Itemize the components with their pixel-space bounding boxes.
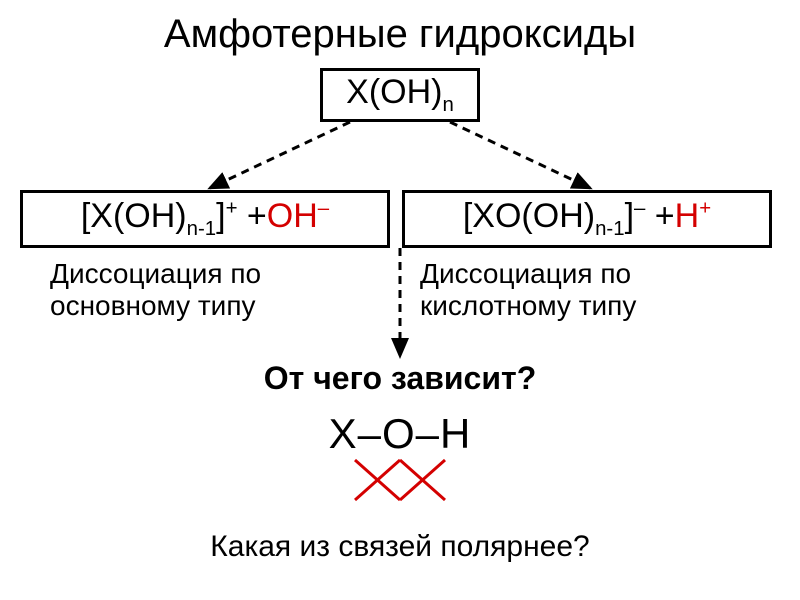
right-formula-box: [XO(OH)n-1]– +H+ [402, 190, 772, 248]
lf-open: [ [81, 197, 90, 235]
lf-ion: OH [267, 197, 318, 235]
lf-plus: + [237, 197, 266, 235]
cross-icon [355, 460, 445, 500]
arrow-left [210, 122, 350, 188]
arrow-right [450, 122, 590, 188]
rf-open: [ [463, 197, 472, 235]
lf-body: X(OH) [90, 197, 186, 235]
top-formula-box: X(OH)n [320, 68, 480, 122]
left-formula-box: [X(OH)n-1]+ +OH– [20, 190, 390, 248]
caption-right-line2: кислотному типу [420, 290, 636, 321]
xoh-formula: X–O–H [0, 410, 800, 458]
lf-close: ] [216, 197, 225, 235]
lf-ion-sup: – [318, 198, 329, 220]
rf-ion: H [675, 197, 700, 235]
lf-sup: + [226, 198, 238, 220]
right-formula: [XO(OH)n-1]– +H+ [463, 197, 711, 241]
caption-right-line1: Диссоциация по [420, 258, 631, 289]
rf-body: XO(OH) [472, 197, 595, 235]
lf-sub: n-1 [187, 218, 216, 240]
caption-left-line2: основному типу [50, 290, 256, 321]
caption-left: Диссоциация по основному типу [50, 258, 380, 322]
top-formula-body: X(OH) [346, 73, 442, 111]
rf-close: ] [625, 197, 634, 235]
rf-plus: + [645, 197, 674, 235]
rf-ion-sup: + [699, 198, 711, 220]
top-formula-sub: n [442, 94, 453, 116]
rf-sup: – [634, 198, 645, 220]
top-formula: X(OH)n [346, 73, 454, 117]
page-title: Амфотерные гидроксиды [0, 12, 800, 57]
caption-left-line1: Диссоциация по [50, 258, 261, 289]
question-1: От чего зависит? [0, 360, 800, 397]
question-2: Какая из связей полярнее? [0, 530, 800, 564]
caption-right: Диссоциация по кислотному типу [420, 258, 750, 322]
rf-sub: n-1 [595, 218, 624, 240]
left-formula: [X(OH)n-1]+ +OH– [81, 197, 329, 241]
